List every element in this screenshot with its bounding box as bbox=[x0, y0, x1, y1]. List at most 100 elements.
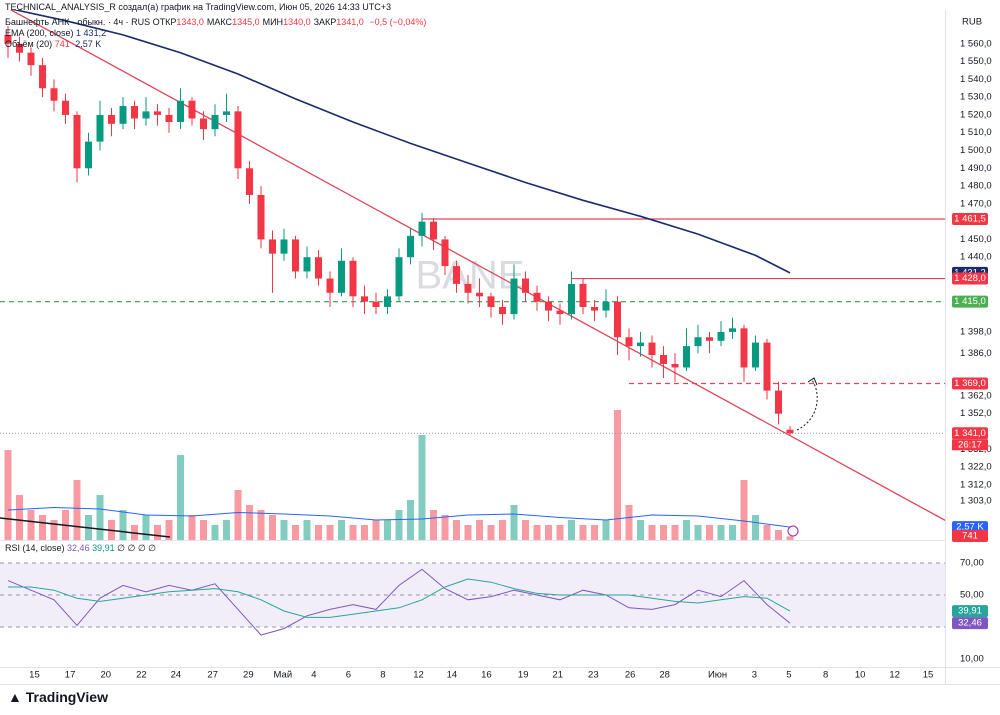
y-tick-label: 1 500,0 bbox=[960, 145, 992, 156]
volume-bar bbox=[556, 525, 564, 540]
candle-body bbox=[50, 88, 58, 101]
volume-bar bbox=[246, 505, 253, 540]
volume-bar bbox=[119, 510, 127, 540]
y-tick-label: 1 386,0 bbox=[960, 348, 992, 359]
candle-body bbox=[349, 260, 357, 297]
x-tick-label: 15 bbox=[29, 670, 40, 681]
volume-bar bbox=[522, 520, 529, 540]
candle-body bbox=[188, 100, 196, 119]
y-tick-label: 1 440,0 bbox=[960, 252, 992, 263]
candle-body bbox=[372, 301, 380, 308]
volume-bar bbox=[591, 525, 598, 540]
volume-bar bbox=[39, 515, 46, 540]
x-tick-label: 17 bbox=[65, 670, 76, 681]
price-label-box bbox=[952, 295, 988, 308]
author: TECHNICAL_ANALYSIS_R создал(а) график на… bbox=[5, 2, 391, 12]
volume-bar bbox=[694, 525, 702, 540]
rsi-ma-label-box bbox=[952, 605, 988, 618]
rsi-label-box bbox=[952, 617, 988, 630]
candle-body bbox=[73, 114, 81, 169]
brand-name: TradingView bbox=[25, 689, 108, 705]
ohlc-label: МИН bbox=[262, 17, 284, 27]
candle-body bbox=[165, 114, 173, 123]
candle-body bbox=[453, 266, 460, 284]
price-label-box bbox=[952, 377, 988, 390]
price-label-box bbox=[952, 212, 988, 225]
rsi-ma-line bbox=[8, 578, 791, 618]
volume-bar bbox=[4, 450, 12, 540]
volume-bar bbox=[660, 525, 667, 540]
x-tick-label: 8 bbox=[823, 670, 828, 681]
candle-body bbox=[464, 283, 472, 293]
x-tick-label: 27 bbox=[207, 670, 218, 681]
candle-body bbox=[499, 307, 506, 315]
candle-body bbox=[694, 337, 702, 347]
y-tick-label: 1 520,0 bbox=[960, 109, 992, 120]
candle-body bbox=[119, 106, 127, 124]
volume-ma-line bbox=[7, 506, 791, 528]
y-tick-label: 1 303,0 bbox=[960, 495, 992, 506]
volume-ma-value: 2,57 K bbox=[75, 39, 102, 49]
symbol-legend: Башнефть АНК - обыкн. · 4ч · RUS ОТКР134… bbox=[5, 17, 429, 27]
candle-body bbox=[315, 257, 322, 279]
volume-bar bbox=[637, 520, 644, 540]
x-tick-label: Июн bbox=[708, 670, 727, 681]
x-tick-label: 21 bbox=[552, 670, 563, 681]
y-tick-label: 1 540,0 bbox=[960, 74, 992, 85]
volume-bar bbox=[303, 520, 311, 540]
volume-bar bbox=[602, 520, 610, 540]
candle-body bbox=[510, 278, 518, 315]
candle-body bbox=[246, 168, 253, 195]
candle-body bbox=[740, 328, 748, 368]
x-tick-label: 12 bbox=[413, 670, 424, 681]
candle-body bbox=[476, 292, 483, 297]
x-tick-label: 4 bbox=[311, 670, 316, 681]
countdown-box bbox=[952, 439, 988, 451]
price-label: 1 428,0 bbox=[954, 273, 986, 284]
candle-body bbox=[775, 390, 782, 414]
y-tick-label: 1 530,0 bbox=[960, 92, 992, 103]
volume-bar bbox=[384, 520, 391, 540]
candle-body bbox=[648, 342, 656, 356]
volume-bar bbox=[487, 525, 495, 540]
volume-ma-label: 2,57 K bbox=[956, 522, 984, 533]
volume-bar bbox=[395, 510, 403, 540]
x-tick-label: 26 bbox=[625, 670, 636, 681]
ohlc-label: МАКС bbox=[206, 17, 233, 27]
volume-bar bbox=[188, 515, 196, 540]
price-label-box bbox=[952, 272, 988, 285]
ohlc-label: ЗАКР bbox=[313, 17, 337, 27]
x-tick-label: 6 bbox=[346, 670, 351, 681]
event-icon[interactable] bbox=[787, 525, 799, 537]
candle-body bbox=[602, 301, 610, 311]
rsi-name: RSI (14, close) bbox=[5, 543, 65, 553]
volume-bar bbox=[165, 520, 173, 540]
candle-body bbox=[200, 118, 207, 130]
x-tick-label: 28 bbox=[659, 670, 670, 681]
y-tick-label: 1 560,0 bbox=[960, 38, 992, 49]
volume-bar bbox=[706, 525, 713, 540]
volume-bar bbox=[740, 480, 748, 540]
ohlc-value: 1343,0 bbox=[176, 17, 204, 27]
x-tick-label: 5 bbox=[786, 670, 791, 681]
x-tick-label: 12 bbox=[889, 670, 900, 681]
x-tick-label: 3 bbox=[752, 670, 757, 681]
ohlc-value: 1341,0 bbox=[336, 17, 364, 27]
rsi-legend: RSI (14, close) 32,46 39,91 ∅ ∅ ∅ ∅ bbox=[5, 543, 156, 554]
volume-bar bbox=[16, 495, 23, 540]
y-tick-label: 1 510,0 bbox=[960, 127, 992, 138]
volume-bar bbox=[177, 455, 184, 540]
price-label: 1 369,0 bbox=[954, 378, 986, 389]
candle-body bbox=[96, 114, 104, 142]
volume-bar bbox=[614, 410, 621, 540]
volume-bar bbox=[96, 495, 104, 540]
candle-body bbox=[16, 43, 23, 53]
volume-bar bbox=[579, 525, 587, 540]
x-tick-label: 20 bbox=[100, 670, 111, 681]
candle-body bbox=[154, 111, 161, 115]
x-tick-label: 23 bbox=[588, 670, 599, 681]
candle-body bbox=[625, 337, 633, 347]
y-tick-label: 1 450,0 bbox=[960, 234, 992, 245]
y-tick-label: 1 352,0 bbox=[960, 408, 992, 419]
